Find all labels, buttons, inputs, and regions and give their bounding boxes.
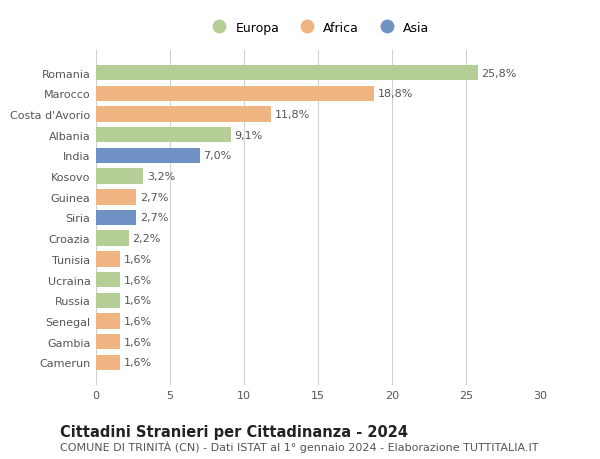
Text: 3,2%: 3,2% <box>147 172 175 182</box>
Bar <box>96 210 136 226</box>
Bar <box>96 86 374 102</box>
Text: Cittadini Stranieri per Cittadinanza - 2024: Cittadini Stranieri per Cittadinanza - 2… <box>60 425 408 440</box>
Text: 9,1%: 9,1% <box>235 130 263 140</box>
Bar <box>96 169 143 185</box>
Bar <box>96 252 119 267</box>
Bar <box>96 231 128 246</box>
Text: 2,2%: 2,2% <box>132 234 161 244</box>
Bar <box>96 334 119 350</box>
Text: 25,8%: 25,8% <box>482 68 517 78</box>
Text: 1,6%: 1,6% <box>124 275 152 285</box>
Text: 1,6%: 1,6% <box>124 254 152 264</box>
Text: 1,6%: 1,6% <box>124 337 152 347</box>
Bar <box>96 66 478 81</box>
Text: 2,7%: 2,7% <box>140 213 168 223</box>
Bar <box>96 355 119 370</box>
Bar <box>96 293 119 308</box>
Bar <box>96 190 136 205</box>
Text: 18,8%: 18,8% <box>378 89 413 99</box>
Text: 1,6%: 1,6% <box>124 316 152 326</box>
Bar <box>96 148 200 164</box>
Bar <box>96 107 271 123</box>
Bar <box>96 272 119 288</box>
Bar <box>96 313 119 329</box>
Text: 11,8%: 11,8% <box>274 110 310 120</box>
Legend: Europa, Africa, Asia: Europa, Africa, Asia <box>202 17 434 39</box>
Text: COMUNE DI TRINITÀ (CN) - Dati ISTAT al 1° gennaio 2024 - Elaborazione TUTTITALIA: COMUNE DI TRINITÀ (CN) - Dati ISTAT al 1… <box>60 440 539 452</box>
Text: 1,6%: 1,6% <box>124 358 152 368</box>
Text: 7,0%: 7,0% <box>203 151 232 161</box>
Bar <box>96 128 230 143</box>
Text: 1,6%: 1,6% <box>124 296 152 306</box>
Text: 2,7%: 2,7% <box>140 192 168 202</box>
